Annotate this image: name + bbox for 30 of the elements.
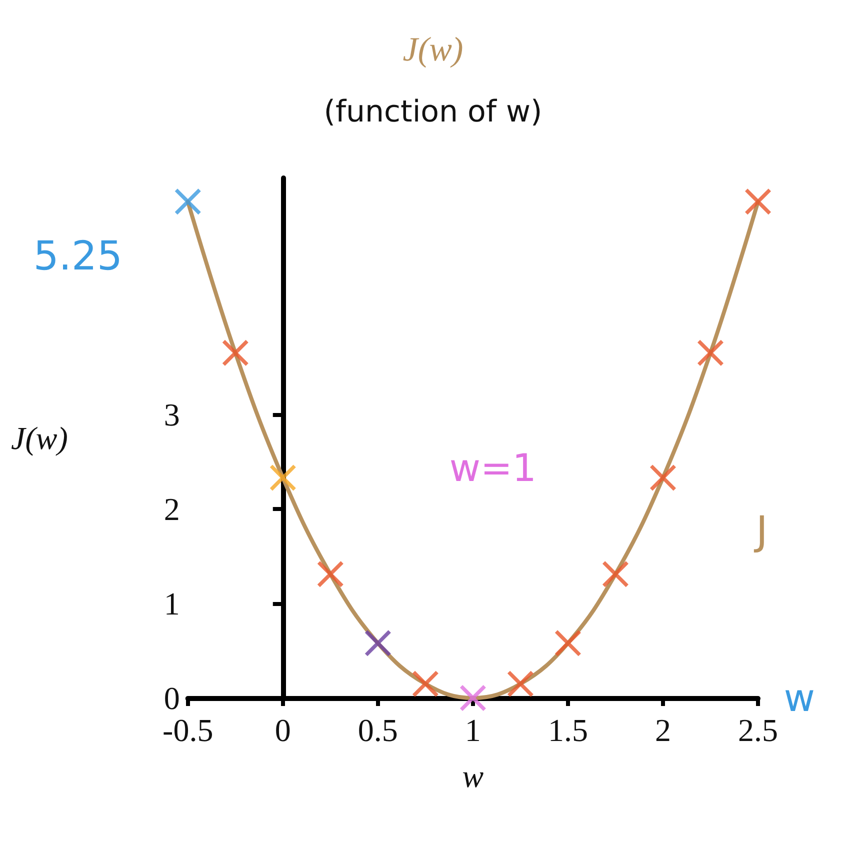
x-tick-label: 1 (464, 712, 481, 748)
y-tick-label: 3 (164, 396, 180, 432)
y-tick-label: 1 (164, 585, 180, 622)
point (602, 561, 628, 588)
point (745, 188, 771, 215)
text: w (462, 758, 484, 794)
x-tick-label: 2 (654, 712, 671, 748)
point (554, 630, 581, 656)
point (270, 464, 296, 491)
point (364, 630, 391, 656)
y-tick-label: 2 (164, 490, 180, 527)
point (222, 340, 248, 366)
point (174, 188, 201, 215)
y-axis-title: J(w) (11, 420, 68, 456)
point (650, 464, 676, 491)
x-axis-title: w (784, 676, 815, 720)
text: 5.25 (33, 234, 122, 280)
x-tick-label: 0 (274, 712, 291, 748)
text: J (753, 508, 768, 555)
annotation: w=1 (449, 446, 536, 490)
point (317, 561, 344, 588)
x-tick-label: 1.5 (548, 712, 588, 748)
chart-title: J(w) (402, 32, 464, 68)
point (697, 340, 724, 366)
point (507, 670, 534, 697)
x-tick-label: 0.5 (358, 712, 398, 748)
point (412, 670, 438, 697)
chart-subtitle: (function of w) (324, 94, 542, 130)
x-tick-label: 2.5 (738, 712, 778, 748)
point (460, 685, 486, 711)
